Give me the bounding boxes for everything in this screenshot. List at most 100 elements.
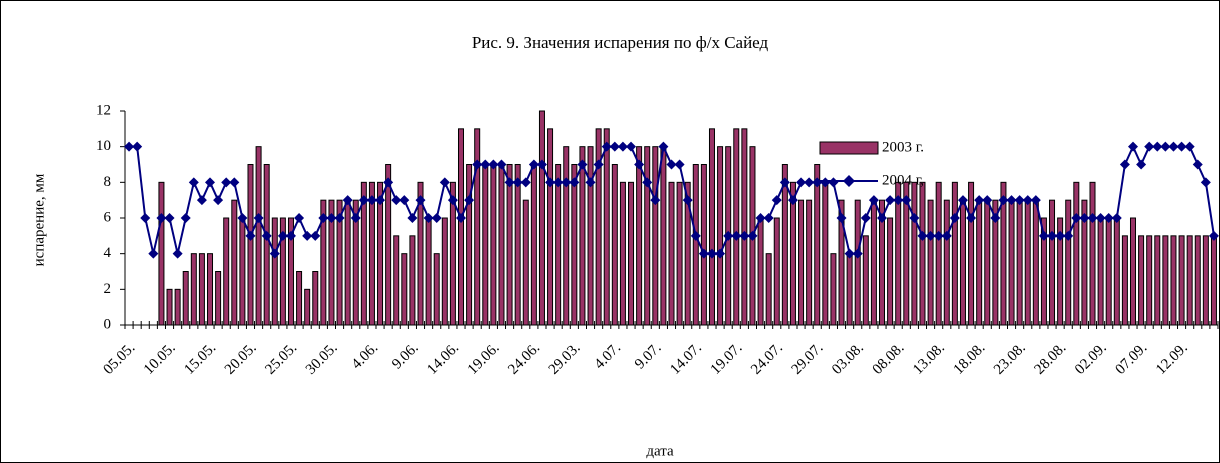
marker [318, 213, 329, 223]
bar [474, 128, 481, 326]
marker [504, 177, 515, 188]
marker [132, 141, 143, 152]
bar [555, 164, 562, 326]
bar [814, 164, 821, 326]
marker [464, 195, 475, 206]
bar [344, 199, 351, 326]
bar [1016, 199, 1023, 326]
marker [868, 195, 879, 206]
bar [968, 181, 975, 326]
marker [755, 213, 766, 223]
bar [1032, 199, 1039, 326]
marker [1103, 213, 1114, 223]
marker [844, 248, 855, 259]
marker [1111, 213, 1122, 223]
bar [1049, 199, 1056, 326]
marker [423, 213, 434, 223]
bar [1073, 181, 1080, 326]
bar [619, 181, 626, 326]
marker [747, 230, 758, 241]
bar [1186, 235, 1193, 326]
bar [741, 128, 748, 326]
bar [830, 253, 837, 326]
marker [957, 195, 968, 206]
x-axis-label: дата [646, 443, 674, 459]
marker [893, 195, 904, 206]
marker [237, 213, 248, 223]
marker [383, 177, 394, 188]
marker [269, 248, 280, 259]
bar [976, 199, 983, 326]
marker [577, 159, 588, 170]
bar [409, 235, 416, 326]
marker [804, 177, 815, 188]
bar [854, 199, 861, 326]
bar [190, 253, 197, 326]
marker [933, 230, 944, 241]
marker [1047, 230, 1058, 241]
marker [796, 177, 807, 188]
marker [148, 248, 159, 259]
marker [731, 230, 742, 241]
bar [223, 217, 230, 326]
marker [617, 141, 628, 152]
bar [263, 164, 270, 326]
legend-label: 2003 г. [882, 139, 924, 155]
bar [1154, 235, 1161, 326]
marker [1184, 141, 1195, 152]
marker [698, 248, 709, 259]
marker [261, 230, 272, 241]
bar [271, 217, 278, 326]
marker [779, 177, 790, 188]
bar [984, 199, 991, 326]
bar [806, 199, 813, 326]
marker [528, 159, 539, 170]
marker [1022, 195, 1033, 206]
y-tick-label: 4 [104, 245, 112, 261]
bar [1138, 235, 1145, 326]
chart-title: Рис. 9. Значения испарения по ф/х Сайед [472, 33, 769, 52]
bar [822, 181, 829, 326]
bar [166, 288, 173, 326]
marker [1038, 230, 1049, 241]
marker [1055, 230, 1066, 241]
legend-label: 2004 г, [882, 172, 924, 188]
marker [545, 177, 556, 188]
marker [496, 159, 507, 170]
marker [885, 195, 896, 206]
marker [391, 195, 402, 206]
bar [951, 181, 958, 326]
marker [998, 195, 1009, 206]
bar [1121, 235, 1128, 326]
bar [1097, 217, 1104, 326]
bar [692, 164, 699, 326]
bar [1089, 181, 1096, 326]
bar [1170, 235, 1177, 326]
marker [828, 177, 839, 188]
bar [1129, 217, 1136, 326]
y-tick-label: 2 [104, 281, 112, 297]
bar [846, 253, 853, 326]
bar [660, 146, 667, 326]
bar [927, 199, 934, 326]
bar [611, 164, 618, 326]
bar [1008, 199, 1015, 326]
y-axis-label: испарение, мм [31, 173, 47, 266]
bar [636, 146, 643, 326]
bar [733, 128, 740, 326]
marker [172, 248, 183, 259]
marker [901, 195, 912, 206]
marker [1208, 230, 1219, 241]
bar [239, 217, 246, 326]
marker [787, 195, 798, 206]
bar [579, 146, 586, 326]
bar [765, 253, 772, 326]
marker [350, 213, 361, 223]
marker [990, 213, 1001, 223]
bar [174, 288, 181, 326]
marker [634, 159, 645, 170]
marker [739, 230, 750, 241]
y-tick-label: 8 [104, 174, 112, 190]
bar [700, 164, 707, 326]
marker [1071, 213, 1082, 223]
